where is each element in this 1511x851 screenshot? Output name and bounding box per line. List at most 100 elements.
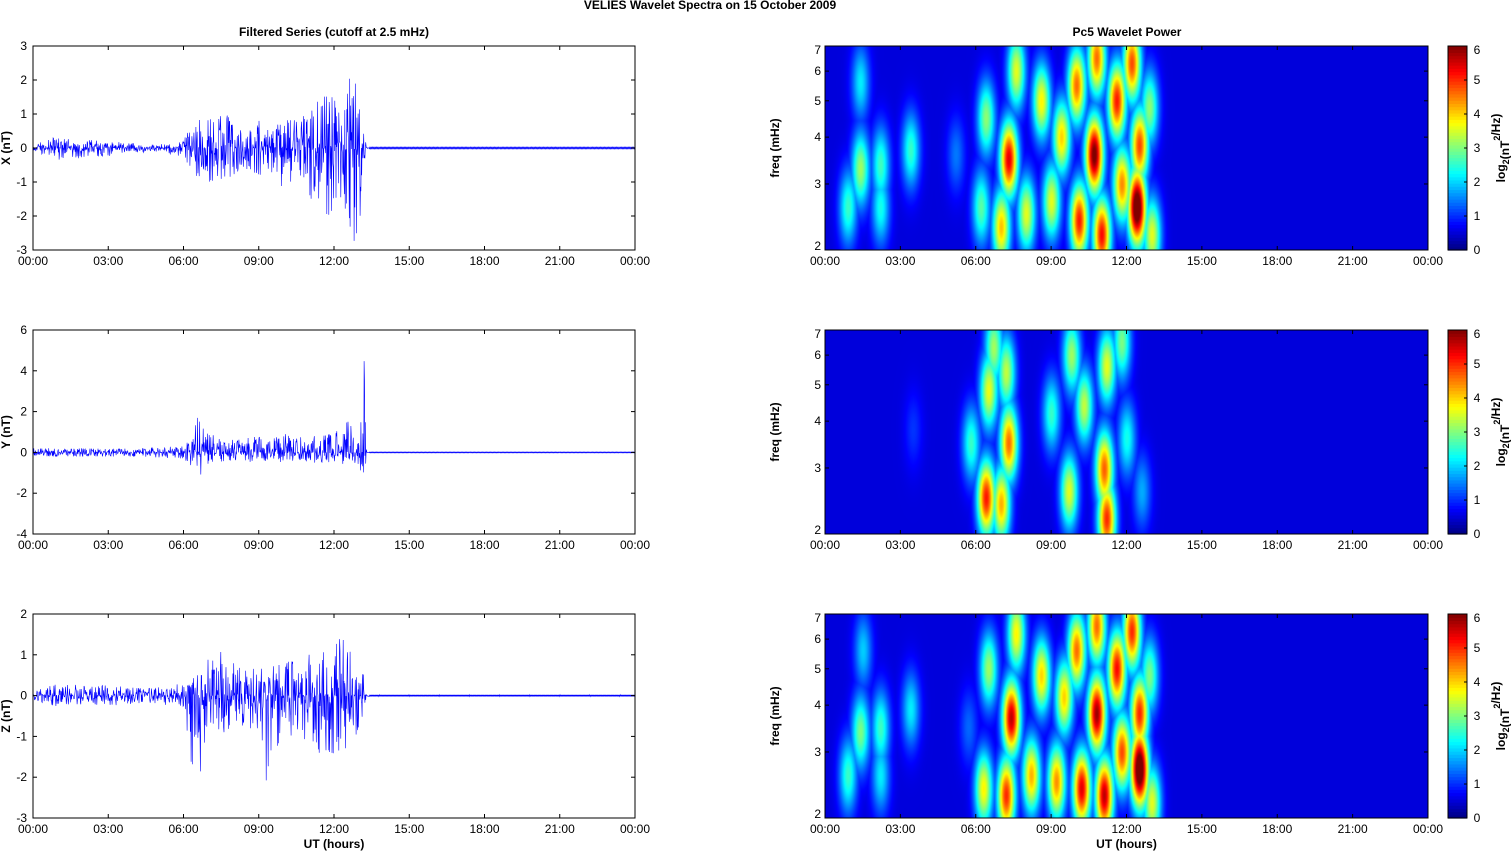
- series-ytick-label: -1: [16, 729, 27, 743]
- freq-ytick-label: 2: [814, 239, 821, 253]
- colorbar-swatch: [1448, 738, 1467, 743]
- colorbar-swatch: [1448, 116, 1467, 120]
- colorbar-swatch: [1448, 119, 1467, 124]
- colorbar-swatch: [1448, 330, 1467, 334]
- freq-ytick-label: 3: [814, 177, 821, 191]
- colorbar-swatch: [1448, 486, 1467, 490]
- colorbar-swatch: [1448, 390, 1467, 395]
- colorbar-tick-label: 6: [1474, 327, 1481, 341]
- power-xtick-label: 06:00: [961, 822, 991, 836]
- colorbar-tick-label: 5: [1474, 357, 1481, 371]
- power-xtick-label: 03:00: [885, 538, 915, 552]
- colorbar-swatch: [1448, 629, 1467, 634]
- series-xtick-label: 00:00: [620, 822, 650, 836]
- freq-ytick-label: 4: [814, 130, 821, 144]
- colorbar-swatch: [1448, 211, 1467, 216]
- colorbar-swatch: [1448, 422, 1467, 427]
- colorbar-swatch: [1448, 690, 1467, 695]
- power-canvas: [825, 614, 1428, 818]
- colorbar-swatch: [1448, 355, 1467, 360]
- series-axes-box: [32, 329, 636, 535]
- colorbar-swatch: [1448, 789, 1467, 794]
- series-xtick-label: 21:00: [545, 538, 575, 552]
- colorbar-swatch: [1448, 381, 1467, 385]
- series-xtick-label: 21:00: [545, 254, 575, 268]
- colorbar-swatch: [1448, 93, 1467, 98]
- colorbar-swatch: [1448, 652, 1467, 657]
- colorbar-swatch: [1448, 342, 1467, 347]
- series-panel-y: -4 -2 0 2 4 6 Y (nT) 00:00 03:00 06:00 09:00 12:00 1…: [0, 323, 650, 552]
- colorbar-swatch: [1448, 633, 1467, 637]
- colorbar-swatch: [1448, 384, 1467, 388]
- freq-ytick-label: 6: [814, 348, 821, 362]
- colorbar-swatch: [1448, 103, 1467, 108]
- colorbar-swatch: [1448, 148, 1467, 152]
- series-xtick-label: 00:00: [18, 822, 48, 836]
- power-xtick-label: 00:00: [1413, 538, 1443, 552]
- colorbar-swatch: [1448, 132, 1467, 136]
- colorbar-swatch: [1448, 374, 1467, 379]
- series-xtick-label: 06:00: [168, 822, 198, 836]
- colorbar-swatch: [1448, 100, 1467, 104]
- colorbar-swatch: [1448, 240, 1467, 245]
- colorbar-swatch: [1448, 495, 1467, 500]
- colorbar-swatch: [1448, 792, 1467, 797]
- colorbar-swatch: [1448, 368, 1467, 373]
- colorbar-swatch: [1448, 735, 1467, 739]
- freq-ytick-label: 7: [814, 43, 821, 57]
- freq-ytick-label: 5: [814, 662, 821, 676]
- colorbar-swatch: [1448, 77, 1467, 82]
- series-xtick-label: 09:00: [244, 538, 274, 552]
- series-ytick-label: -2: [16, 770, 27, 784]
- colorbar-swatch: [1448, 122, 1467, 127]
- colorbar-swatch: [1448, 760, 1467, 765]
- colorbar-swatch: [1448, 412, 1467, 417]
- colorbar-swatch: [1448, 154, 1467, 159]
- colorbar-swatch: [1448, 112, 1467, 117]
- series-xtick-label: 00:00: [620, 538, 650, 552]
- colorbar-swatch: [1448, 757, 1467, 762]
- series-ytick-label: 1: [20, 107, 27, 121]
- series-xtick-label: 06:00: [168, 538, 198, 552]
- right-column-title: Pc5 Wavelet Power: [1073, 25, 1182, 39]
- colorbar-swatch: [1448, 438, 1467, 443]
- freq-ytick-label: 6: [814, 64, 821, 78]
- series-panel-z: -3 -2 -1 0 1 2 Z (nT) 00:00 03:00 06:00 09:00 12:00…: [0, 607, 650, 851]
- colorbar-swatch: [1448, 696, 1467, 701]
- colorbar-swatch: [1448, 741, 1467, 746]
- colorbar-label: log2(nT2/Hz): [1489, 114, 1511, 183]
- colorbar-tick-label: 4: [1474, 107, 1481, 121]
- colorbar-swatch: [1448, 617, 1467, 621]
- colorbar-swatch: [1448, 352, 1467, 357]
- colorbar-swatch: [1448, 214, 1467, 219]
- colorbar-swatch: [1448, 218, 1467, 222]
- series-ytick-label: 4: [20, 364, 27, 378]
- power-xtick-label: 03:00: [885, 254, 915, 268]
- colorbar-swatch: [1448, 524, 1467, 529]
- colorbar-swatch: [1448, 361, 1467, 366]
- colorbar-swatch: [1448, 684, 1467, 688]
- colorbar-tick-label: 3: [1474, 425, 1481, 439]
- colorbar-tick-label: 5: [1474, 73, 1481, 87]
- power-xtick-label: 09:00: [1036, 538, 1066, 552]
- colorbar-swatch: [1448, 776, 1467, 781]
- series-ytick-label: -3: [16, 243, 27, 257]
- colorbar-swatch: [1448, 680, 1467, 685]
- colorbar-swatch: [1448, 195, 1467, 200]
- colorbar-swatch: [1448, 135, 1467, 140]
- freq-ytick-label: 7: [814, 611, 821, 625]
- colorbar-swatch: [1448, 84, 1467, 89]
- colorbar-swatch: [1448, 709, 1467, 714]
- colorbar-swatch: [1448, 447, 1467, 452]
- colorbar-tick-label: 0: [1474, 243, 1481, 257]
- series-ytick-label: 1: [20, 648, 27, 662]
- colorbar-swatch: [1448, 138, 1467, 143]
- colorbar-swatch: [1448, 170, 1467, 175]
- colorbar-swatch: [1448, 798, 1467, 803]
- colorbar-swatch: [1448, 463, 1467, 468]
- colorbar-swatch: [1448, 71, 1467, 76]
- colorbar-swatch: [1448, 505, 1467, 510]
- colorbar-swatch: [1448, 230, 1467, 235]
- colorbar-swatch: [1448, 473, 1467, 478]
- freq-ytick-label: 5: [814, 378, 821, 392]
